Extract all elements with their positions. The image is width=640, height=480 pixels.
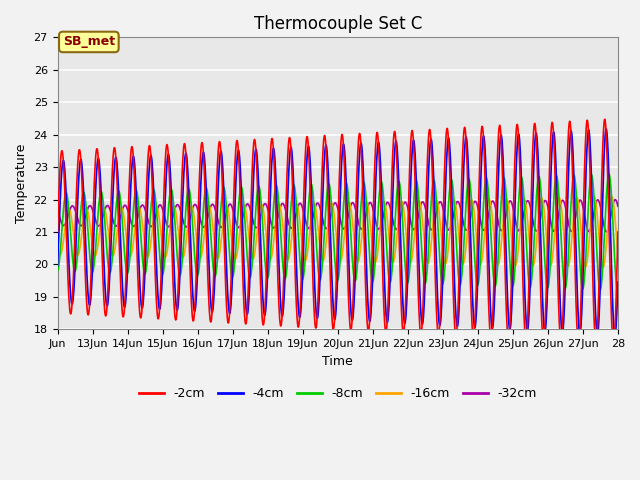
-4cm [313, 315, 321, 321]
-8cm [120, 239, 127, 245]
Line: -16cm: -16cm [58, 196, 618, 267]
-16cm [608, 193, 616, 199]
-16cm [303, 253, 310, 259]
Y-axis label: Temperature: Temperature [15, 144, 28, 223]
-16cm [372, 257, 380, 263]
-32cm [97, 220, 105, 226]
Line: -2cm: -2cm [58, 119, 618, 345]
-4cm [602, 126, 610, 132]
-32cm [120, 204, 127, 209]
X-axis label: Time: Time [323, 355, 353, 368]
Title: Thermocouple Set C: Thermocouple Set C [253, 15, 422, 33]
-32cm [291, 215, 299, 220]
-8cm [303, 229, 310, 235]
-8cm [313, 251, 321, 257]
-2cm [54, 229, 61, 235]
-16cm [120, 212, 127, 218]
-16cm [97, 218, 105, 224]
-32cm [303, 223, 310, 228]
Line: -4cm: -4cm [58, 129, 618, 336]
-2cm [372, 133, 380, 139]
-32cm [603, 229, 611, 235]
Legend: -2cm, -4cm, -8cm, -16cm, -32cm: -2cm, -4cm, -8cm, -16cm, -32cm [134, 382, 542, 405]
-8cm [291, 189, 299, 194]
-8cm [605, 171, 612, 177]
-2cm [291, 273, 299, 279]
-8cm [54, 268, 61, 274]
-2cm [303, 134, 310, 140]
-8cm [614, 288, 621, 293]
-4cm [54, 264, 61, 269]
Line: -8cm: -8cm [58, 174, 618, 290]
-32cm [611, 197, 619, 203]
-32cm [372, 221, 380, 227]
-4cm [611, 333, 619, 338]
-8cm [372, 239, 380, 244]
-16cm [54, 242, 61, 248]
-32cm [313, 201, 321, 206]
-4cm [291, 228, 299, 233]
-4cm [97, 184, 105, 190]
-16cm [614, 250, 621, 256]
-4cm [614, 279, 621, 285]
-4cm [120, 300, 127, 306]
Text: SB_met: SB_met [63, 36, 115, 48]
-2cm [97, 217, 105, 223]
-16cm [291, 204, 299, 210]
-2cm [601, 116, 609, 122]
Line: -32cm: -32cm [58, 200, 618, 232]
-16cm [313, 215, 321, 220]
-4cm [303, 157, 310, 163]
-16cm [599, 264, 607, 270]
-2cm [614, 229, 621, 235]
-32cm [54, 207, 61, 213]
-4cm [372, 164, 380, 169]
-8cm [97, 189, 105, 194]
-32cm [614, 204, 621, 209]
-2cm [609, 342, 617, 348]
-2cm [313, 317, 321, 323]
-2cm [120, 313, 127, 319]
